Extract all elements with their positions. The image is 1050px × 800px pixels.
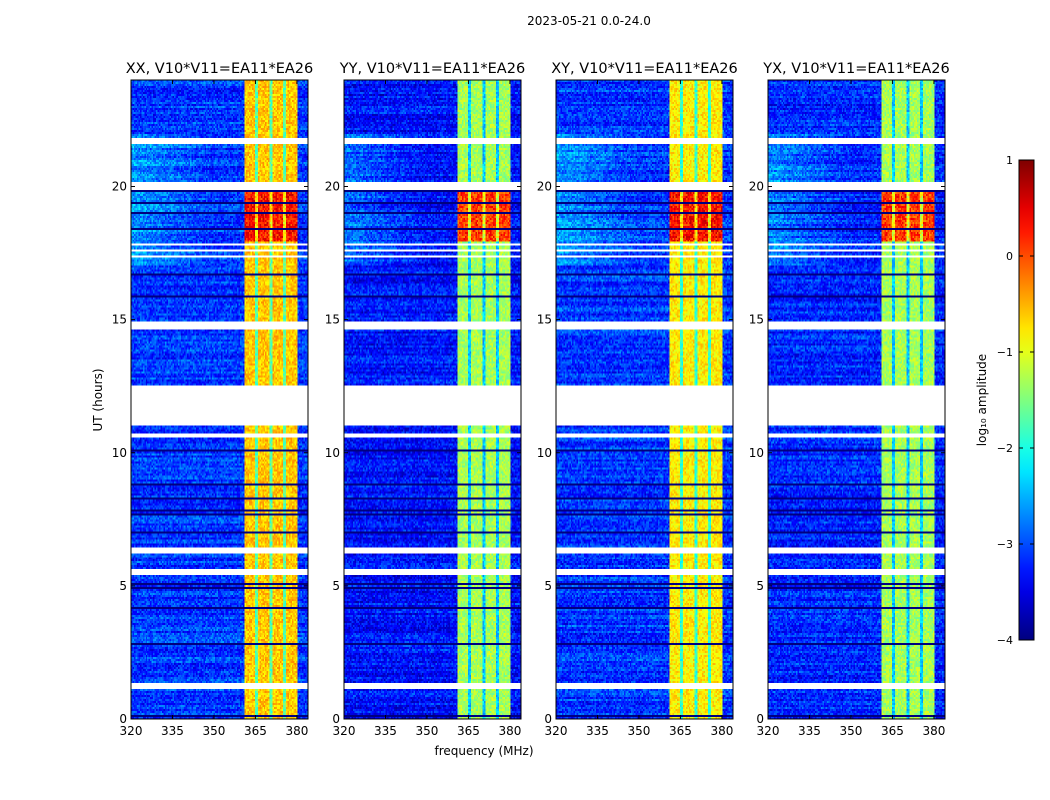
x-tick-label: 380 [498, 724, 521, 738]
x-tick-label: 335 [374, 724, 397, 738]
heatmap-panel-1 [131, 80, 308, 719]
x-tick-label: 380 [710, 724, 733, 738]
y-tick-label: 5 [119, 579, 127, 593]
x-tick-label: 350 [416, 724, 439, 738]
x-tick-label: 365 [669, 724, 692, 738]
y-tick-label: 20 [749, 180, 764, 194]
colorbar-label: log₁₀ amplitude [975, 354, 989, 446]
x-tick-label: 320 [757, 724, 780, 738]
heatmap-panel-3 [556, 80, 733, 719]
y-tick-label: 15 [325, 313, 340, 327]
x-tick-label: 335 [161, 724, 184, 738]
heatmap-panel-4 [768, 80, 945, 719]
x-tick-label: 320 [120, 724, 143, 738]
x-tick-label: 320 [545, 724, 568, 738]
y-tick-label: 10 [537, 446, 552, 460]
panel-title: YX, V10*V11=EA11*EA26 [762, 61, 949, 77]
colorbar-tick-label: −3 [997, 538, 1013, 551]
y-tick-label: 5 [544, 579, 552, 593]
colorbar-tick-label: 0 [1006, 250, 1013, 263]
panel-title: XX, V10*V11=EA11*EA26 [126, 61, 314, 77]
x-tick-label: 320 [333, 724, 356, 738]
y-tick-label: 0 [119, 712, 127, 726]
x-tick-label: 350 [628, 724, 651, 738]
panel-title: YY, V10*V11=EA11*EA26 [339, 61, 525, 77]
y-tick-label: 0 [332, 712, 340, 726]
panel-frame [343, 79, 522, 720]
colorbar-tick-label: −2 [997, 442, 1013, 455]
x-tick-label: 365 [457, 724, 480, 738]
x-tick-label: 365 [881, 724, 904, 738]
x-tick-label: 380 [285, 724, 308, 738]
y-tick-label: 0 [756, 712, 764, 726]
x-tick-label: 335 [798, 724, 821, 738]
colorbar-tick-label: −4 [997, 634, 1013, 647]
figure-title: 2023-05-21 0.0-24.0 [527, 14, 651, 28]
x-tick-label: 365 [244, 724, 267, 738]
y-tick-label: 10 [112, 446, 127, 460]
panel-frame [767, 79, 946, 720]
x-axis-label: frequency (MHz) [434, 744, 533, 758]
y-tick-label: 10 [749, 446, 764, 460]
y-tick-label: 0 [544, 712, 552, 726]
panel-frame [555, 79, 734, 720]
y-tick-label: 20 [112, 180, 127, 194]
y-tick-label: 5 [756, 579, 764, 593]
panel-title: XY, V10*V11=EA11*EA26 [551, 61, 737, 77]
y-tick-label: 20 [537, 180, 552, 194]
panel-frame [130, 79, 309, 720]
heatmap-panel-2 [344, 80, 521, 719]
y-tick-label: 15 [112, 313, 127, 327]
y-tick-label: 15 [537, 313, 552, 327]
x-tick-label: 380 [922, 724, 945, 738]
x-tick-label: 350 [840, 724, 863, 738]
x-tick-label: 350 [203, 724, 226, 738]
y-tick-label: 10 [325, 446, 340, 460]
colorbar [1018, 159, 1035, 641]
y-axis-label: UT (hours) [91, 368, 105, 431]
x-tick-label: 335 [586, 724, 609, 738]
y-tick-label: 20 [325, 180, 340, 194]
colorbar-tick-label: 1 [1006, 154, 1013, 167]
y-tick-label: 5 [332, 579, 340, 593]
colorbar-tick-label: −1 [997, 346, 1013, 359]
y-tick-label: 15 [749, 313, 764, 327]
